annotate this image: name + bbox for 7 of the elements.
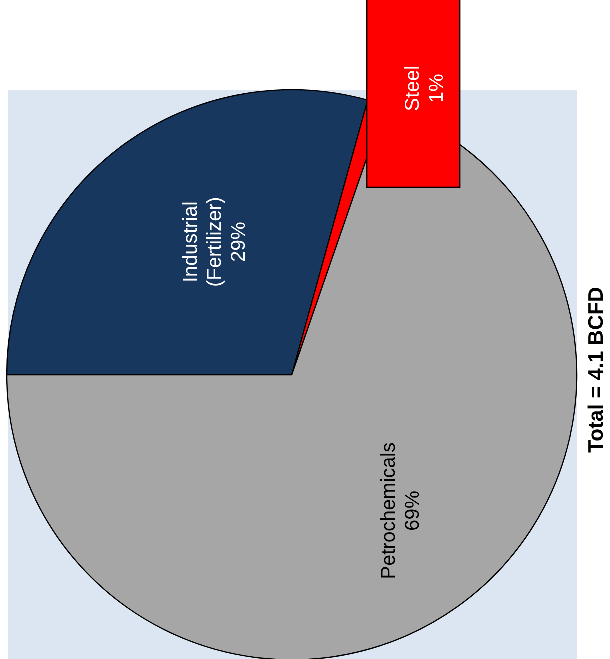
slice-label: Steel xyxy=(402,66,424,112)
data-label: 1% xyxy=(426,74,448,103)
slice-label: Industrial (Fertilizer) xyxy=(180,197,226,288)
slice-label: Petrochemicals xyxy=(378,442,400,580)
data-label: 69% xyxy=(402,490,424,532)
text: Total = 4.1 BCFD xyxy=(585,287,608,453)
data-label: 29% xyxy=(228,222,250,262)
